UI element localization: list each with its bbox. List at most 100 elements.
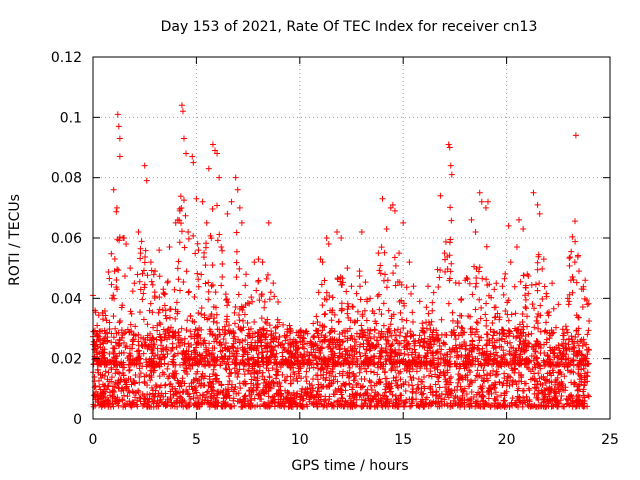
roti-point: [171, 286, 178, 293]
roti-point: [212, 289, 219, 296]
roti-point: [534, 287, 541, 294]
roti-point: [210, 318, 217, 325]
roti-point: [584, 378, 591, 385]
roti-point: [412, 349, 419, 356]
roti-point: [116, 153, 123, 160]
roti-point: [146, 307, 153, 314]
roti-point: [425, 283, 432, 290]
roti-point: [540, 256, 547, 263]
roti-point: [491, 385, 498, 392]
roti-point: [254, 370, 261, 377]
roti-point: [175, 329, 182, 336]
roti-point: [404, 341, 411, 348]
roti-point: [335, 397, 342, 404]
roti-point: [445, 141, 452, 148]
roti-point: [112, 395, 119, 402]
roti-point: [427, 383, 434, 390]
roti-point: [560, 342, 567, 349]
roti-point: [173, 299, 180, 306]
roti-point: [574, 383, 581, 390]
roti-point: [164, 278, 171, 285]
roti-point: [151, 289, 158, 296]
roti-point: [380, 322, 387, 329]
roti-point: [357, 384, 364, 391]
roti-point: [562, 323, 569, 330]
roti-point: [433, 388, 440, 395]
roti-point: [140, 290, 147, 297]
roti-point: [208, 383, 215, 390]
roti-point: [349, 303, 356, 310]
roti-point: [243, 271, 250, 278]
roti-point: [370, 369, 377, 376]
roti-point: [116, 319, 123, 326]
roti-point: [358, 322, 365, 329]
roti-point: [469, 291, 476, 298]
roti-point: [437, 192, 444, 199]
roti-point: [137, 309, 144, 316]
roti-point: [392, 336, 399, 343]
roti-point: [255, 277, 262, 284]
roti-point: [298, 375, 305, 382]
roti-point: [472, 228, 479, 235]
roti-point: [218, 282, 225, 289]
roti-point: [481, 378, 488, 385]
roti-point: [520, 272, 527, 279]
roti-point: [156, 247, 163, 254]
roti-point: [139, 391, 146, 398]
x-axis-label: GPS time / hours: [291, 458, 408, 474]
roti-point: [190, 159, 197, 166]
roti-point: [456, 280, 463, 287]
roti-point: [569, 233, 576, 240]
roti-point: [359, 403, 366, 410]
y-tick-label: 0.06: [51, 231, 82, 247]
roti-point: [391, 207, 398, 214]
roti-point: [472, 377, 479, 384]
roti-point: [473, 275, 480, 282]
roti-point: [531, 384, 538, 391]
roti-point: [492, 389, 499, 396]
roti-point: [474, 373, 481, 380]
roti-point: [177, 389, 184, 396]
roti-point: [156, 373, 163, 380]
roti-point: [571, 259, 578, 266]
roti-point: [199, 198, 206, 205]
roti-point: [141, 378, 148, 385]
roti-point: [108, 366, 115, 373]
roti-point: [492, 345, 499, 352]
roti-point: [331, 328, 338, 335]
roti-point: [427, 389, 434, 396]
roti-point: [482, 204, 489, 211]
roti-point: [512, 310, 519, 317]
roti-point: [344, 300, 351, 307]
roti-point: [154, 345, 161, 352]
roti-point: [311, 334, 318, 341]
roti-point: [334, 228, 341, 235]
roti-point: [483, 300, 490, 307]
roti-point: [259, 369, 266, 376]
roti-point: [502, 270, 509, 277]
roti-point: [430, 289, 437, 296]
y-tick-label: 0.1: [60, 110, 82, 126]
roti-point: [564, 396, 571, 403]
roti-point: [512, 378, 519, 385]
roti-point: [178, 325, 185, 332]
roti-point: [130, 377, 137, 384]
roti-point: [373, 337, 380, 344]
roti-point: [461, 385, 468, 392]
roti-point: [195, 310, 202, 317]
roti-point: [445, 300, 452, 307]
roti-point: [259, 355, 266, 362]
roti-point: [232, 174, 239, 181]
roti-point: [190, 390, 197, 397]
roti-point: [167, 380, 174, 387]
roti-point: [198, 304, 205, 311]
roti-point: [565, 301, 572, 308]
roti-point: [534, 259, 541, 266]
roti-point: [202, 280, 209, 287]
roti-point: [522, 292, 529, 299]
roti-point: [319, 302, 326, 309]
roti-point: [135, 342, 142, 349]
roti-point: [472, 306, 479, 313]
roti-point: [477, 315, 484, 322]
